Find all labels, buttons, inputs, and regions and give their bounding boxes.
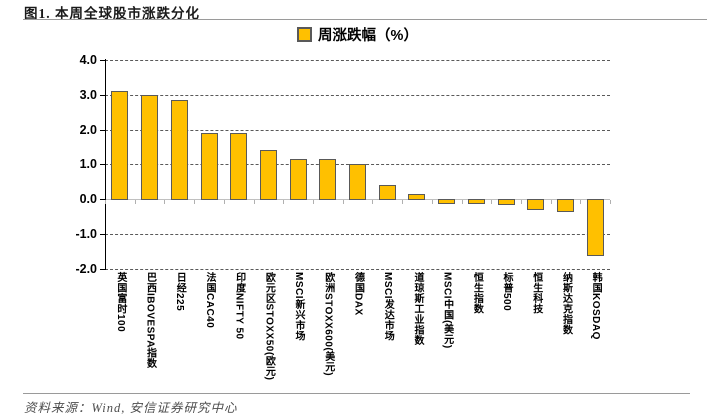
bar [319,159,337,200]
bar [467,199,485,204]
x-axis-label: 韩国KOSDAQ [572,272,618,390]
x-axis-label-text: 英国富时100 [114,272,126,333]
legend-swatch-icon [297,27,313,42]
bar [230,133,248,200]
bar [556,199,574,213]
x-axis-label-text: 日经225 [174,272,186,312]
x-axis-label: 日经225 [156,272,202,390]
bar [497,199,515,206]
bar [586,199,604,256]
y-axis-tick [100,164,105,166]
category-axis-tick [283,200,285,204]
footer-divider [23,393,690,394]
x-axis-label: 德国DAX [335,272,381,390]
category-axis-tick [580,200,582,204]
chart-legend: 周涨跌幅（%） [105,24,610,45]
x-axis-label-text: 恒生指数 [471,272,483,314]
category-axis-tick [164,200,166,204]
x-axis-label-text: MSCI发达市场 [382,272,394,341]
x-axis-label-text: 欧洲STOXX600(美元) [322,272,334,377]
bar [259,150,277,200]
y-axis-tick [100,199,105,200]
source-note: 资料来源：Wind, 安信证券研究中心 [24,401,238,415]
x-axis-label: 印度NIFTY 50 [216,272,262,390]
x-axis-label: MSCI中国(美元) [424,272,470,390]
gridline [105,233,610,235]
y-axis-tick [100,268,105,270]
category-axis-tick [520,200,522,204]
bar [438,199,456,204]
y-axis-tick [100,60,105,61]
figure-title: 图1. 本周全球股市涨跌分化 [24,6,200,21]
gridline [105,129,610,131]
category-axis-tick [312,200,314,204]
x-axis-label: 法国CAC40 [186,272,232,390]
category-axis-tick [550,200,552,204]
gridline [105,94,610,96]
y-tick-label: -1.0 [75,226,97,241]
category-axis-tick [372,200,374,204]
category-axis-tick [223,200,225,204]
category-axis-tick [134,200,136,204]
bar [527,199,545,211]
bar [200,133,218,200]
category-axis-tick [431,200,433,204]
title-divider [23,19,707,20]
bar [141,94,159,201]
x-axis-label-text: 纳斯达克指数 [560,272,572,335]
bar [378,185,396,200]
y-tick-label: 4.0 [79,53,97,67]
y-tick-label: 0.0 [79,192,97,206]
bar [349,164,366,201]
x-axis-label: 道琼斯工业指数 [394,272,440,390]
bar [111,91,129,200]
x-axis-label: 巴西IBOVESPA指数 [127,272,173,390]
y-tick-label: 3.0 [79,87,97,102]
x-axis-label-text: MSCI新兴市场 [293,272,305,341]
y-axis-tick [100,129,105,131]
y-axis-tick [100,94,105,96]
x-axis-label-text: 德国DAX [352,272,364,316]
x-axis-label: 标普500 [483,272,529,390]
x-axis-label-text: 巴西IBOVESPA指数 [144,272,156,369]
x-axis-label-text: MSCI中国(美元) [441,272,453,349]
y-tick-label: 2.0 [79,122,97,137]
x-axis-label: 恒生指数 [454,272,500,390]
x-axis-label: 欧洲STOXX600(美元) [305,272,351,390]
x-axis-label: 欧元区STOXX50(欧元) [246,272,292,390]
bar [170,100,188,200]
category-axis-tick [491,200,493,204]
x-axis-label-text: 法国CAC40 [203,272,215,329]
x-axis-label-text: 道琼斯工业指数 [411,272,423,346]
gridline [105,60,610,61]
category-axis-tick [402,200,404,204]
x-axis-label: MSCI新兴市场 [275,272,321,390]
y-tick-label: 1.0 [79,157,97,172]
legend-label: 周涨跌幅（%） [318,28,418,44]
x-axis-label-text: 印度NIFTY 50 [233,272,245,340]
y-axis-line [105,59,106,270]
category-axis-tick [610,200,611,204]
category-axis-tick [194,200,196,204]
bar [408,193,426,200]
x-axis-label-text: 欧元区STOXX50(欧元) [263,272,275,381]
category-axis-tick [461,200,463,204]
x-axis-label: MSCI发达市场 [364,272,410,390]
bar [289,159,307,200]
category-axis-tick [105,200,106,204]
gridline [105,268,610,270]
x-axis-label-text: 标普500 [501,272,513,312]
x-axis-label: 英国富时100 [97,272,143,390]
category-axis-tick [342,200,344,204]
x-axis-label: 纳斯达克指数 [543,272,589,390]
category-axis-tick [253,200,255,204]
y-axis-tick [100,233,105,235]
x-axis-label-text: 恒生科技 [530,272,542,314]
x-axis-label-text: 韩国KOSDAQ [590,272,602,340]
y-tick-label: -2.0 [75,261,97,276]
x-axis-label: 恒生科技 [513,272,559,390]
